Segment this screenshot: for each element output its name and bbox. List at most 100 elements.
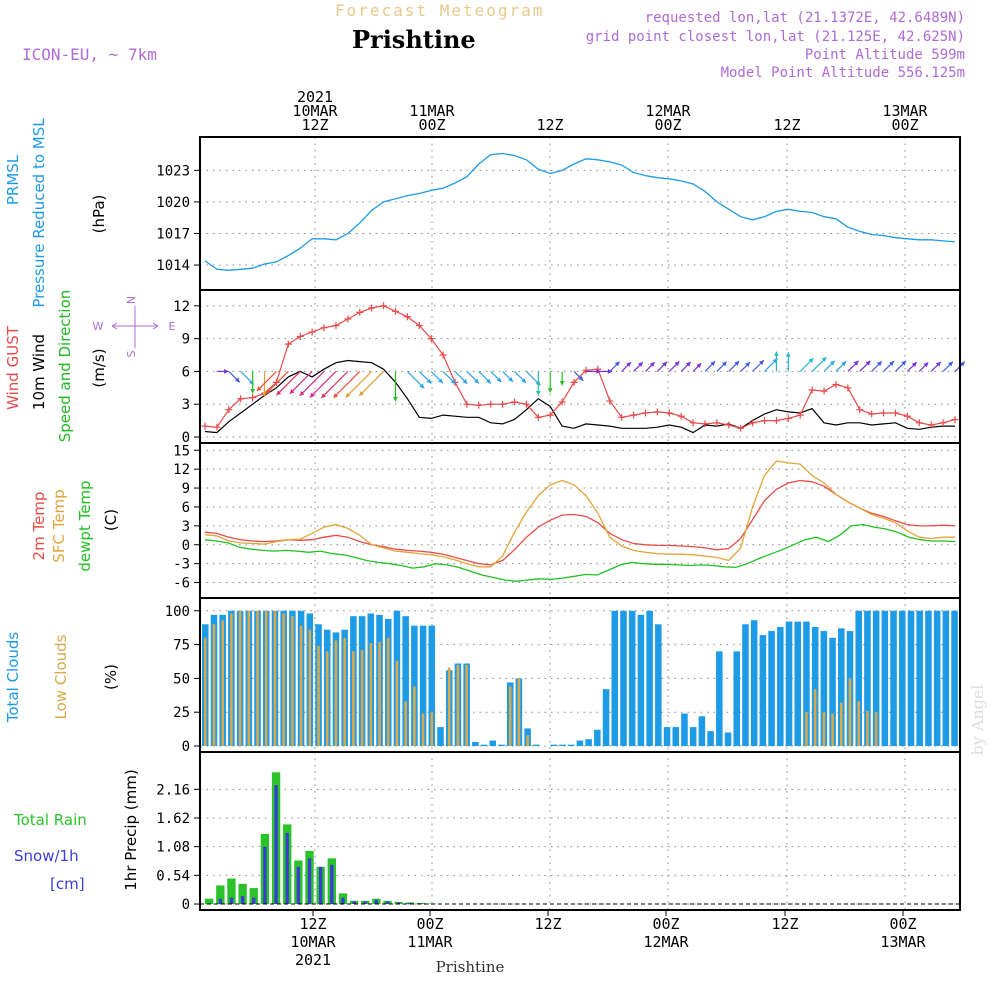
ytick-label: 1017 (156, 226, 190, 242)
gust-marker (320, 324, 328, 332)
gust-marker (475, 401, 483, 409)
total-cloud-bar (437, 727, 444, 746)
ytick-label: 9 (182, 481, 190, 497)
gust-marker (832, 381, 840, 389)
total-cloud-bar (838, 628, 845, 746)
temp-unit: (C) (102, 509, 120, 531)
wind-arrow (358, 370, 384, 397)
gust-marker (761, 417, 769, 425)
wind-arrow-head (547, 388, 553, 393)
model-label: ICON-EU, ~ 7km (22, 45, 157, 64)
snow-bar (330, 864, 334, 904)
total-cloud-bar (646, 610, 653, 746)
wind-arrow-head (638, 362, 643, 367)
pressure-unit: (hPa) (90, 195, 108, 234)
low-cloud-bar (848, 678, 852, 746)
gust-marker (534, 413, 542, 421)
bottom-time-label: 12Z (299, 915, 326, 933)
total-cloud-bar (733, 651, 741, 746)
gust-marker (653, 408, 661, 416)
wind-arrow-head (333, 392, 339, 398)
low-cloud-bar (230, 613, 233, 746)
bottom-time-label: 00Z (889, 915, 916, 933)
total-cloud-bar (489, 740, 497, 746)
rain-bar (205, 898, 214, 904)
low-cloud-bar (256, 610, 259, 746)
wind-arrow-head (321, 393, 327, 399)
gust-marker (630, 411, 638, 419)
wind-arrow-head (309, 392, 315, 398)
total-cloud-bar (759, 635, 767, 746)
top-time-label: 00Z (891, 116, 918, 134)
total-cloud-bar (411, 625, 418, 746)
gust-marker (701, 420, 709, 428)
bottom-time-label: 12Z (534, 915, 561, 933)
gust-marker (308, 328, 316, 336)
gust-marker (344, 315, 352, 323)
gust-marker (272, 378, 280, 386)
location-title: Prishtine (352, 25, 476, 54)
gust-marker (951, 416, 959, 424)
model-altitude: Model Point Altitude 556.125m (721, 65, 965, 81)
total-cloud-bar (899, 610, 906, 746)
low-cloud-bar (282, 613, 285, 746)
pressure-title-2: Pressure Reduced to MSL (30, 118, 48, 308)
gust-marker (641, 409, 649, 417)
wind-arrow-head (759, 360, 764, 366)
gust-marker (249, 394, 257, 402)
wind-arrow-head (865, 360, 871, 366)
wind-arrow-head (393, 397, 398, 402)
t2m-line (204, 479, 956, 566)
rain-bar (227, 878, 236, 904)
wind-arrow-head (614, 361, 620, 367)
low-cloud-bar (456, 664, 460, 746)
wind-arrow-head (256, 386, 262, 392)
total-cloud-bar (803, 621, 810, 746)
total-cloud-bar (663, 727, 671, 746)
total-cloud-bar (576, 740, 584, 746)
ytick-label: 1.08 (156, 840, 190, 856)
top-time-label: 13MAR (882, 102, 928, 120)
gust-marker (225, 406, 233, 414)
gust-marker (927, 421, 935, 429)
wind-arrow-head (785, 352, 791, 357)
gust-marker (880, 409, 888, 417)
compass-n: N (125, 296, 138, 304)
total-cloud-bar (672, 727, 680, 746)
gust-marker (808, 386, 816, 394)
wind-arrow-head (521, 378, 527, 383)
snow-bar (263, 846, 267, 904)
gust-marker (939, 419, 947, 427)
wind-arrow-head (829, 360, 835, 366)
ytick-label: 100 (165, 604, 190, 620)
wind-arrow-head (486, 378, 491, 384)
gust-marker (499, 400, 507, 408)
ytick-label: 1014 (156, 258, 190, 274)
total-cloud-bar (864, 610, 871, 746)
cloud-title-low: Low Clouds (52, 634, 70, 719)
low-cloud-bar (291, 616, 294, 746)
total-cloud-bar (785, 621, 793, 746)
snow-bar (352, 901, 356, 904)
wind-arrow-head (674, 361, 680, 367)
low-cloud-bar (221, 620, 224, 746)
gust-marker (689, 419, 697, 427)
low-cloud-bar (317, 645, 320, 746)
total-cloud-bar (472, 741, 479, 746)
total-cloud-bar (811, 626, 819, 746)
gust-marker (296, 332, 304, 340)
low-cloud-bar (866, 710, 869, 746)
snow-bar (240, 896, 245, 904)
total-cloud-bar (742, 624, 749, 746)
ytick-label: 12 (173, 299, 190, 315)
total-cloud-bar (881, 610, 889, 746)
top-time-label: 12MAR (645, 102, 691, 120)
total-cloud-bar (829, 637, 836, 746)
compass-e: E (169, 320, 176, 333)
wind-arrow-head (234, 377, 240, 383)
top-time-label: 00Z (418, 116, 445, 134)
wind-arrow-head (426, 378, 432, 384)
gust-marker (463, 400, 471, 408)
total-cloud-bar (611, 610, 619, 746)
